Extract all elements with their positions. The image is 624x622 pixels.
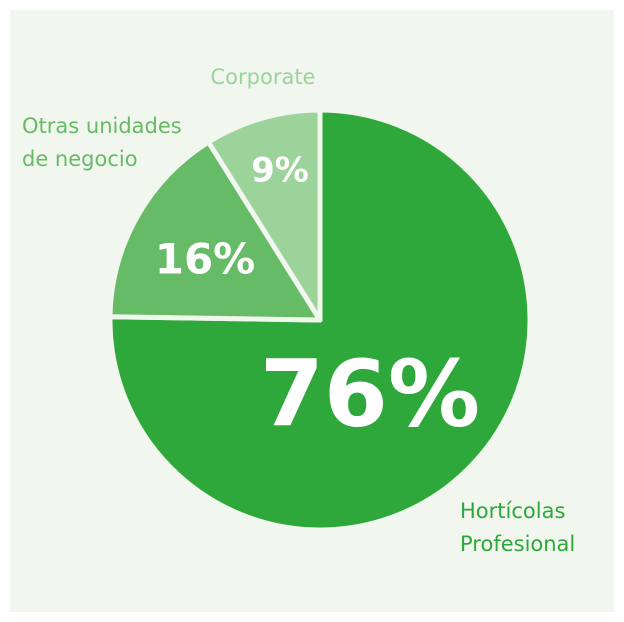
category-label-line: Profesional [460, 532, 575, 556]
category-label: Corporate [211, 65, 316, 89]
pie-slice [107, 107, 533, 533]
value-label: 76% [260, 340, 480, 447]
category-label-line: de negocio [22, 147, 138, 171]
category-label: Otras unidades de negocio [22, 114, 182, 171]
value-label: 9% [251, 151, 309, 191]
category-label-line: Otras unidades [22, 114, 182, 138]
pie-slice [205, 107, 323, 323]
category-label-line: Corporate [211, 65, 316, 89]
value-label: 16% [155, 235, 256, 284]
category-label: Hortícolas Profesional [460, 499, 575, 556]
category-label-line: Hortícolas [460, 499, 565, 523]
pie-slice [107, 139, 323, 323]
